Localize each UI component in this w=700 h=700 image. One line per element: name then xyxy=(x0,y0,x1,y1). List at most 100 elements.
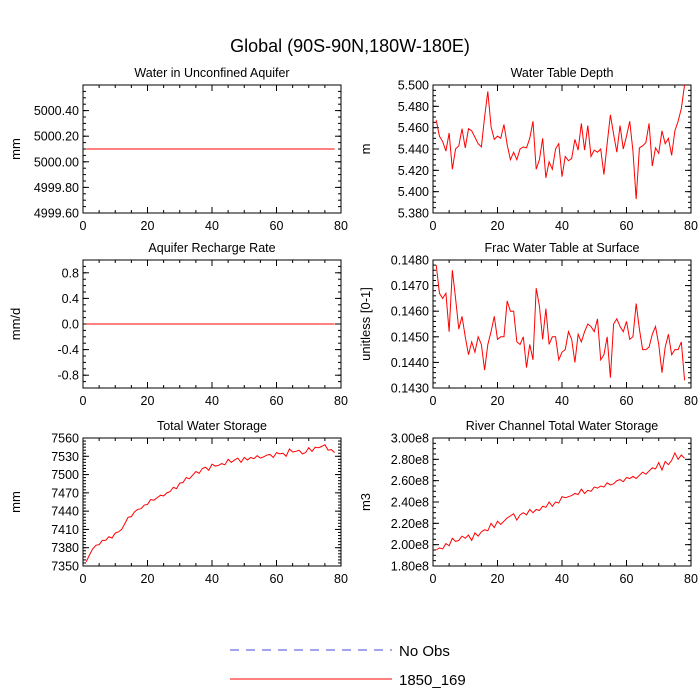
y-tick-label: 5.420 xyxy=(398,164,429,178)
y-tick-label: 0.1470 xyxy=(391,279,429,293)
y-axis-label: mm xyxy=(8,138,23,160)
y-tick-label: 7440 xyxy=(51,505,79,519)
y-tick-label: 5.460 xyxy=(398,121,429,135)
y-axis-label: m xyxy=(358,144,373,155)
y-tick-label: 0.1430 xyxy=(391,382,429,396)
series-line-1850_169 xyxy=(435,265,686,381)
x-tick-label: 40 xyxy=(205,572,219,586)
y-tick-label: 0.4 xyxy=(62,292,79,306)
x-tick-label: 0 xyxy=(430,394,437,408)
x-tick-label: 0 xyxy=(80,572,87,586)
x-tick-label: 80 xyxy=(334,394,348,408)
chart-title: River Channel Total Water Storage xyxy=(466,419,659,433)
x-tick-label: 0 xyxy=(430,219,437,233)
chart-panel-4: Frac Water Table at Surface unitless [0-1… xyxy=(358,241,698,408)
chart-panel-1: Water in Unconfined Aquifer mm 0 20 40 60 80 49… xyxy=(8,66,348,233)
y-axis-label: mm/d xyxy=(8,308,23,341)
x-tick-label: 40 xyxy=(555,394,569,408)
x-tick-label: 80 xyxy=(684,219,698,233)
y-tick-label: 5000.40 xyxy=(34,104,79,118)
chart-panel-2: Water Table Depth m 0 20 40 60 80 5.380 5.400 5.4… xyxy=(358,66,698,233)
y-tick-label: 5.380 xyxy=(398,207,429,221)
x-tick-label: 60 xyxy=(620,219,634,233)
x-tick-label: 40 xyxy=(205,394,219,408)
plot-frame xyxy=(82,437,342,567)
y-tick-label: 4999.60 xyxy=(34,207,79,221)
x-tick-label: 80 xyxy=(684,394,698,408)
x-tick-label: 20 xyxy=(491,572,505,586)
panels: Water in Unconfined Aquifer mm 0 20 40 60 80 49… xyxy=(8,66,698,586)
y-tick-label: 7380 xyxy=(51,541,79,555)
y-axis-label: mm xyxy=(8,491,23,513)
y-tick-label: 2.40e8 xyxy=(391,496,429,510)
x-tick-label: 80 xyxy=(334,572,348,586)
chart-title: Aquifer Recharge Rate xyxy=(148,241,275,255)
y-tick-label: 5000.20 xyxy=(34,130,79,144)
chart-title: Total Water Storage xyxy=(157,419,267,433)
y-axis-label: m3 xyxy=(358,493,373,511)
y-tick-label: 7470 xyxy=(51,486,79,500)
plot-frame xyxy=(432,84,692,214)
x-tick-label: 0 xyxy=(80,394,87,408)
x-tick-label: 20 xyxy=(491,394,505,408)
y-tick-label: 5.500 xyxy=(398,79,429,93)
y-tick-label: 4999.80 xyxy=(34,181,79,195)
y-tick-label: 0.0 xyxy=(62,318,79,332)
chart-panel-6: River Channel Total Water Storage m3 0 20 40… xyxy=(358,419,698,586)
chart-title: Water Table Depth xyxy=(511,66,614,80)
y-tick-label: 1.80e8 xyxy=(391,560,429,574)
plot-frame xyxy=(432,437,692,567)
y-tick-label: 5.480 xyxy=(398,100,429,114)
y-tick-label: 5.440 xyxy=(398,143,429,157)
y-tick-label: -0.8 xyxy=(57,369,79,383)
series-line-1850_169 xyxy=(85,444,335,562)
y-tick-label: 0.1460 xyxy=(391,305,429,319)
x-tick-label: 40 xyxy=(555,219,569,233)
x-tick-label: 20 xyxy=(491,219,505,233)
y-axis-label: unitless [0-1] xyxy=(358,287,373,361)
y-tick-label: 0.1450 xyxy=(391,330,429,344)
x-tick-label: 20 xyxy=(141,572,155,586)
y-tick-label: 7410 xyxy=(51,523,79,537)
y-tick-label: 7350 xyxy=(51,560,79,574)
y-tick-label: 0.1440 xyxy=(391,356,429,370)
x-tick-label: 80 xyxy=(684,572,698,586)
plot-frame xyxy=(432,259,692,389)
x-tick-label: 60 xyxy=(620,394,634,408)
x-tick-label: 0 xyxy=(430,572,437,586)
y-tick-label: 7530 xyxy=(51,450,79,464)
y-tick-label: 2.80e8 xyxy=(391,453,429,467)
y-tick-label: 5.400 xyxy=(398,185,429,199)
chart-title: Frac Water Table at Surface xyxy=(485,241,640,255)
chart-panel-3: Aquifer Recharge Rate mm/d 0 20 40 60 80 -0.8 -0… xyxy=(8,241,348,408)
y-tick-label: 2.20e8 xyxy=(391,517,429,531)
legend-label-1850-169: 1850_169 xyxy=(399,672,466,689)
x-tick-label: 60 xyxy=(620,572,634,586)
y-tick-label: 3.00e8 xyxy=(391,432,429,446)
y-tick-label: -0.4 xyxy=(57,343,79,357)
legend-label-no-obs: No Obs xyxy=(399,643,450,660)
x-tick-label: 20 xyxy=(141,219,155,233)
series-line-1850_169 xyxy=(435,84,686,200)
x-tick-label: 20 xyxy=(141,394,155,408)
x-tick-label: 60 xyxy=(270,219,284,233)
x-tick-label: 0 xyxy=(80,219,87,233)
y-tick-label: 2.60e8 xyxy=(391,474,429,488)
y-tick-label: 0.8 xyxy=(62,266,79,280)
y-tick-label: 2.00e8 xyxy=(391,538,429,552)
y-tick-label: 7560 xyxy=(51,432,79,446)
chart-panel-5: Total Water Storage mm 0 20 40 60 80 7350 7380 74… xyxy=(8,419,348,586)
x-tick-label: 60 xyxy=(270,394,284,408)
legend: No Obs 1850_169 xyxy=(230,643,466,689)
y-tick-label: 5000.00 xyxy=(34,155,79,169)
x-tick-label: 40 xyxy=(555,572,569,586)
x-tick-label: 40 xyxy=(205,219,219,233)
y-tick-label: 0.1480 xyxy=(391,254,429,268)
figure-title: Global (90S-90N,180W-180E) xyxy=(230,36,470,56)
series-line-1850_169 xyxy=(435,451,685,551)
x-tick-label: 60 xyxy=(270,572,284,586)
y-tick-label: 7500 xyxy=(51,468,79,482)
x-tick-label: 80 xyxy=(334,219,348,233)
chart-title: Water in Unconfined Aquifer xyxy=(134,66,289,80)
